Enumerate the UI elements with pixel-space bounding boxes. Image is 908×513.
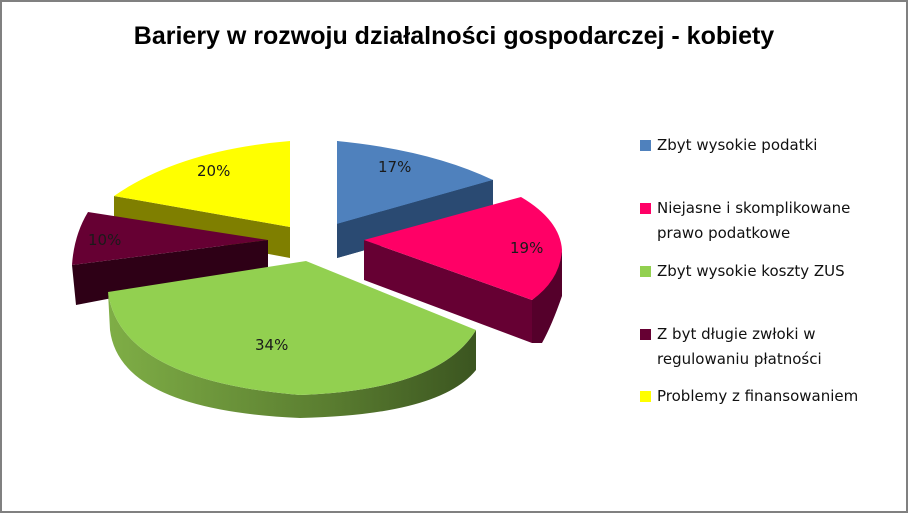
legend-swatch-pink bbox=[640, 203, 651, 214]
legend-item-zus: Zbyt wysokie koszty ZUS bbox=[640, 259, 845, 284]
legend-swatch-maroon bbox=[640, 329, 651, 340]
pie-slice-maroon[interactable]: 10% bbox=[72, 212, 268, 305]
legend-item-taxes: Zbyt wysokie podatki bbox=[640, 133, 817, 158]
label-pink: 19% bbox=[510, 239, 543, 257]
legend-item-financing: Problemy z finansowaniem bbox=[640, 384, 858, 409]
chart-title: Bariery w rozwoju działalności gospodarc… bbox=[133, 22, 775, 50]
legend-swatch-yellow bbox=[640, 391, 651, 402]
label-green: 34% bbox=[255, 336, 288, 354]
legend-swatch-green bbox=[640, 266, 651, 277]
legend-label: Niejasne i skomplikowane prawo podatkowe bbox=[657, 199, 851, 242]
pie-slice-blue[interactable]: 17% bbox=[337, 141, 493, 258]
label-yellow: 20% bbox=[197, 162, 230, 180]
legend-label: Zbyt wysokie podatki bbox=[657, 136, 818, 154]
legend-label: Z byt długie zwłoki w regulowaniu płatno… bbox=[657, 325, 822, 368]
legend-swatch-blue bbox=[640, 140, 651, 151]
label-maroon: 10% bbox=[88, 231, 121, 249]
legend-item-payment-delays: Z byt długie zwłoki w regulowaniu płatno… bbox=[640, 322, 822, 372]
legend-label: Zbyt wysokie koszty ZUS bbox=[657, 262, 845, 280]
label-blue: 17% bbox=[378, 158, 411, 176]
legend-label: Problemy z finansowaniem bbox=[657, 387, 859, 405]
pie-slice-green[interactable]: 34% bbox=[108, 261, 476, 418]
pie-slice-pink[interactable]: 19% bbox=[364, 197, 562, 343]
legend-item-tax-law: Niejasne i skomplikowane prawo podatkowe bbox=[640, 196, 850, 246]
